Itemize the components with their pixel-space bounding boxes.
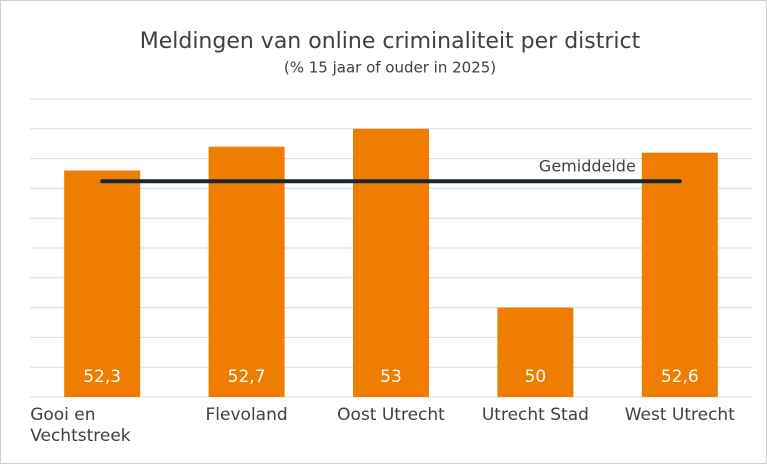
value-label: 52,6 xyxy=(661,367,699,387)
x-tick-label: Utrecht Stad xyxy=(481,405,589,425)
average-label: Gemiddelde xyxy=(539,157,636,176)
x-tick-label: Oost Utrecht xyxy=(337,405,445,425)
bar xyxy=(641,152,718,397)
x-tick-label: Flevoland xyxy=(205,405,288,425)
x-tick-label: West Utrecht xyxy=(624,405,735,425)
chart-title: Meldingen van online criminaliteit per d… xyxy=(140,29,641,54)
bar xyxy=(64,170,141,397)
value-label: 52,7 xyxy=(228,367,266,387)
chart-subtitle: (% 15 jaar of ouder in 2025) xyxy=(284,59,496,77)
bar xyxy=(208,146,285,397)
bar xyxy=(353,128,429,398)
x-tick-label: Gooi en Vechtstreek xyxy=(30,405,131,446)
bar xyxy=(497,307,574,397)
value-label: 52,3 xyxy=(83,367,121,387)
value-label: 53 xyxy=(380,367,402,387)
value-label: 50 xyxy=(525,367,547,387)
